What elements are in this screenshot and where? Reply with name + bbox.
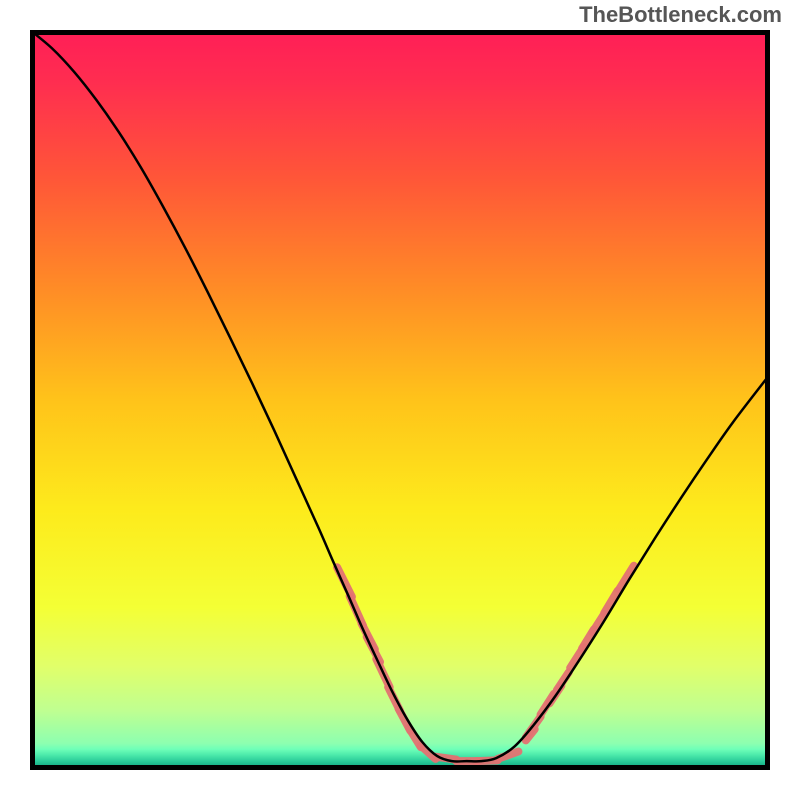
bottleneck-curve-chart — [0, 0, 800, 800]
chart-container: TheBottleneck.com — [0, 0, 800, 800]
gradient-background — [30, 30, 770, 770]
attribution-text: TheBottleneck.com — [579, 2, 782, 28]
